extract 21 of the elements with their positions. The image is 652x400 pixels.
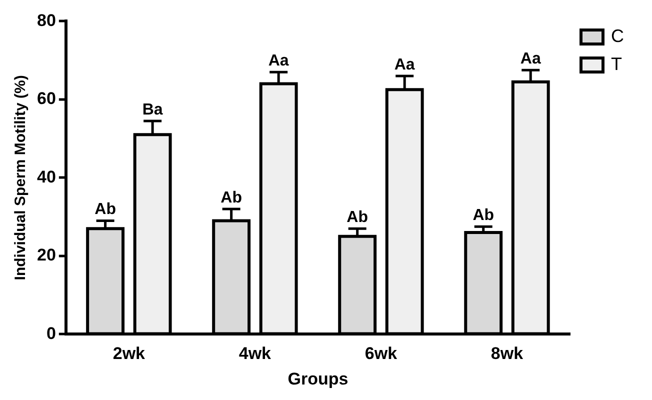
- annotation: Aa: [268, 52, 289, 70]
- annotation: Ab: [220, 189, 242, 206]
- y-tick-label: 80: [36, 10, 56, 30]
- annotation: Ab: [94, 201, 116, 218]
- legend-label: T: [611, 54, 622, 74]
- x-tick-label: 8wk: [490, 344, 524, 364]
- x-tick-label: 4wk: [238, 344, 272, 364]
- x-tick-label: 2wk: [112, 344, 146, 364]
- y-tick-label: 40: [36, 167, 56, 186]
- annotation: Ab: [346, 208, 368, 226]
- annotation: Ba: [142, 101, 163, 118]
- annotation: Ab: [472, 207, 494, 224]
- y-tick-label: 60: [36, 89, 56, 108]
- y-tick-label: 0: [46, 324, 56, 343]
- y-tick-label: 20: [36, 246, 56, 265]
- y-axis-title: Individual Sperm Motility (%): [12, 75, 30, 280]
- x-tick-label: 6wk: [364, 344, 398, 364]
- annotation: Aa: [520, 50, 541, 68]
- x-axis-title: Groups: [288, 369, 348, 388]
- legend-label: C: [611, 26, 624, 46]
- annotation: Aa: [394, 56, 415, 74]
